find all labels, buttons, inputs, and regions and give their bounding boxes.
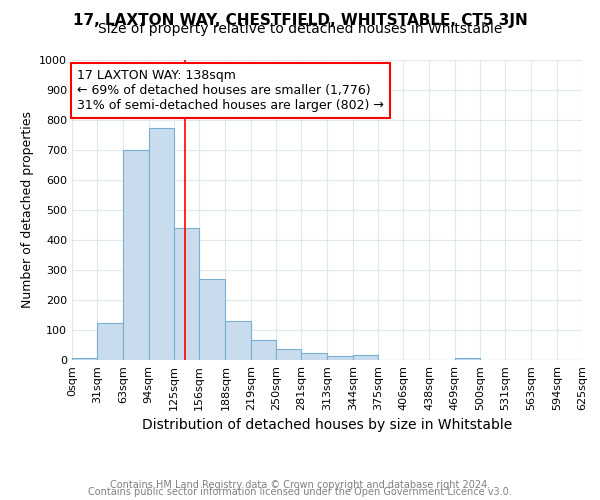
Bar [353,355,378,360]
Text: Size of property relative to detached houses in Whitstable: Size of property relative to detached ho… [98,22,502,36]
Text: Contains HM Land Registry data © Crown copyright and database right 2024.: Contains HM Land Registry data © Crown c… [110,480,490,490]
Bar [251,340,276,360]
Bar [149,128,174,360]
Bar [174,228,199,360]
Bar [328,356,353,360]
Bar [199,279,226,360]
X-axis label: Distribution of detached houses by size in Whitstable: Distribution of detached houses by size … [142,418,512,432]
Text: 17, LAXTON WAY, CHESTFIELD, WHITSTABLE, CT5 3JN: 17, LAXTON WAY, CHESTFIELD, WHITSTABLE, … [73,12,527,28]
Text: Contains public sector information licensed under the Open Government Licence v3: Contains public sector information licen… [88,487,512,497]
Bar [455,358,480,360]
Y-axis label: Number of detached properties: Number of detached properties [20,112,34,308]
Bar [226,321,251,360]
Bar [97,322,124,360]
Bar [276,348,301,360]
Bar [72,358,97,360]
Bar [301,352,328,360]
Bar [124,150,149,360]
Text: 17 LAXTON WAY: 138sqm
← 69% of detached houses are smaller (1,776)
31% of semi-d: 17 LAXTON WAY: 138sqm ← 69% of detached … [77,69,384,112]
